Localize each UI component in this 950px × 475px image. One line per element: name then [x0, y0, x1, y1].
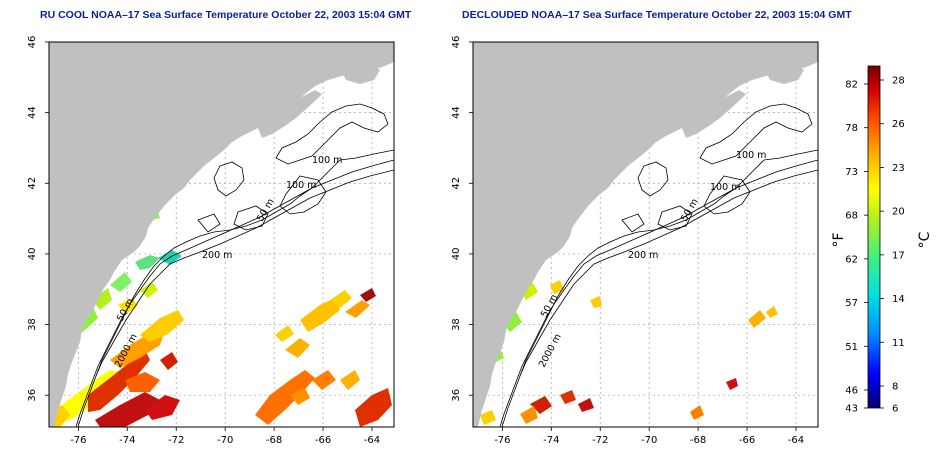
right-map-frame	[472, 41, 819, 428]
right-x-tick-label: -74	[543, 435, 559, 446]
left-contour-label-4: 200 m	[202, 250, 232, 261]
colorbar-c-label: 17	[892, 250, 905, 261]
colorbar-c-label: 26	[892, 119, 905, 130]
left-y-tick-label: 44	[27, 106, 38, 119]
colorbar-f-label: 62	[845, 254, 858, 265]
colorbar-f-label: 82	[845, 80, 858, 91]
left-contour-label-1: 100 m	[312, 155, 342, 166]
right-contour-label-4: 200 m	[628, 250, 658, 261]
left-x-tick-label: -70	[217, 435, 233, 446]
right-contour-label-2: 100 m	[710, 182, 740, 193]
right-y-tick-label: 44	[451, 106, 462, 119]
right-y-tick-label: 46	[451, 36, 462, 49]
right-y-tick-label: 40	[451, 248, 462, 261]
right-map-panel: 100 m 100 m 50 m 200 m 50 m 2000 m -76 -7…	[451, 36, 819, 446]
right-sst-patches	[480, 280, 778, 425]
left-x-tick-label: -72	[168, 435, 184, 446]
colorbar-gradient	[867, 65, 881, 409]
colorbar-f-label: 51	[845, 342, 858, 353]
left-x-tick-label: -68	[266, 435, 282, 446]
colorbar-c-label: 20	[892, 207, 905, 218]
colorbar-f-label: 68	[845, 211, 858, 222]
colorbar-c-label: 8	[892, 382, 898, 393]
colorbar-f-label: 43	[845, 404, 858, 415]
right-y-tick-label: 38	[451, 318, 462, 331]
right-x-tick-label: -68	[690, 435, 706, 446]
left-land-nova-scotia	[258, 90, 322, 138]
colorbar-c-label: 14	[892, 294, 905, 305]
colorbar-c-label: 6	[892, 404, 898, 415]
colorbar-celsius-scale: 28 26 23 20 17 14 11 8 6	[880, 76, 905, 415]
colorbar-f-label: 57	[845, 298, 858, 309]
colorbar-unit-fahrenheit: °F	[831, 232, 847, 247]
colorbar-unit-celsius: °C	[917, 231, 933, 248]
left-x-tick-label: -76	[70, 435, 86, 446]
left-land	[49, 42, 394, 427]
right-bathymetry-contours	[499, 103, 818, 427]
right-x-tick-label: -66	[739, 435, 755, 446]
colorbar-f-label: 73	[845, 167, 858, 178]
colorbar-c-label: 28	[892, 76, 905, 87]
left-map-panel: 100 m 100 m 50 m 200 m 50 m 2000 m -76 -7…	[27, 36, 395, 446]
left-panel-title: RU COOL NOAA–17 Sea Surface Temperature …	[40, 9, 412, 21]
right-y-tick-label: 36	[451, 389, 462, 402]
right-x-tick-label: -72	[592, 435, 608, 446]
left-sst-patches	[50, 212, 392, 427]
left-bathymetry-contours	[75, 103, 394, 427]
right-panel-title: DECLOUDED NOAA–17 Sea Surface Temperatur…	[462, 9, 852, 21]
left-x-tick-label: -64	[364, 435, 380, 446]
right-x-tick-label: -76	[494, 435, 510, 446]
colorbar-f-label: 46	[845, 386, 858, 397]
left-y-tick-label: 40	[27, 248, 38, 261]
colorbar-f-label: 78	[845, 123, 858, 134]
left-contour-label-2: 100 m	[286, 180, 316, 191]
right-land-nova-scotia	[682, 90, 746, 138]
left-land-newfoundland	[340, 60, 380, 84]
right-land	[473, 42, 818, 427]
right-x-tick-label: -70	[641, 435, 657, 446]
left-x-tick-label: -74	[119, 435, 135, 446]
right-y-tick-label: 42	[451, 177, 462, 190]
colorbar-c-label: 11	[892, 338, 905, 349]
right-axis-ticks: -76 -74 -72 -70 -68 -66 -64 36 38 40 42 44 46	[451, 36, 804, 446]
colorbar-c-label: 23	[892, 163, 905, 174]
left-y-tick-label: 46	[27, 36, 38, 49]
right-contour-label-1: 100 m	[736, 150, 766, 161]
left-y-tick-label: 36	[27, 389, 38, 402]
left-axis-ticks: -76 -74 -72 -70 -68 -66 -64 36 38 40 42 44 46	[27, 36, 380, 446]
right-x-tick-label: -64	[788, 435, 804, 446]
left-map-frame	[48, 41, 395, 428]
left-y-tick-label: 38	[27, 318, 38, 331]
left-x-tick-label: -66	[315, 435, 331, 446]
left-y-tick-label: 42	[27, 177, 38, 190]
colorbar-fahrenheit-scale: 82 78 73 68 62 57 51 46 43	[845, 80, 868, 415]
right-gridlines	[473, 42, 818, 427]
right-land-newfoundland	[764, 60, 804, 84]
colorbar: 82 78 73 68 62 57 51 46 43 28 26 23 20 17 14 11 8 6 °F °…	[831, 65, 933, 415]
